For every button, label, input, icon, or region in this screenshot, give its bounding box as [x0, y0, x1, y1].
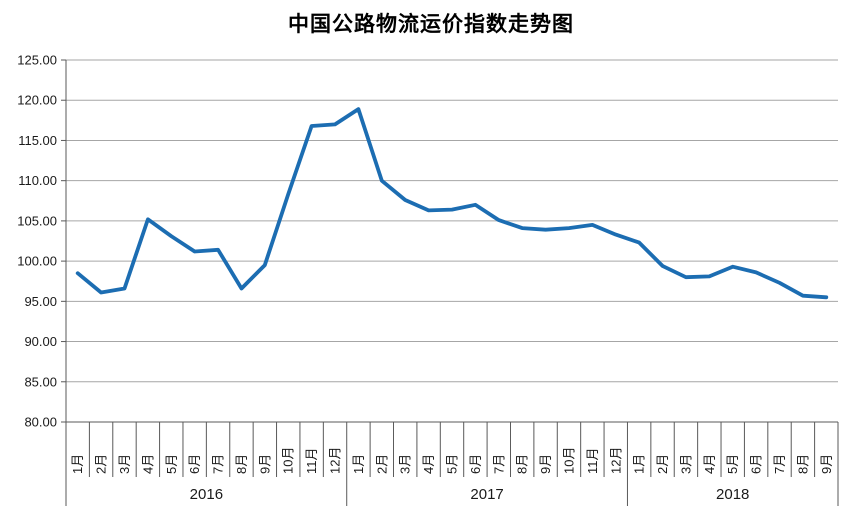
month-label: 7月 — [772, 454, 787, 474]
series-freight-index — [75, 107, 829, 300]
y-tick-label: 105.00 — [17, 213, 57, 228]
series-line — [75, 107, 829, 300]
month-label: 9月 — [538, 454, 553, 474]
month-label: 4月 — [140, 454, 155, 474]
month-label: 4月 — [421, 454, 436, 474]
x-axis-separators — [65, 422, 839, 506]
month-label: 8月 — [515, 454, 530, 474]
month-label: 1月 — [351, 454, 366, 474]
month-label: 8月 — [234, 454, 249, 474]
y-tick-label: 115.00 — [18, 133, 57, 148]
y-tick-label: 125.00 — [17, 53, 57, 68]
month-label: 2月 — [655, 454, 670, 474]
month-label: 2月 — [374, 454, 389, 474]
y-tick-label: 90.00 — [24, 334, 57, 349]
month-label: 9月 — [257, 454, 272, 474]
month-label: 12月 — [608, 447, 623, 474]
y-tick-label: 80.00 — [24, 415, 57, 430]
month-label: 1月 — [70, 454, 85, 474]
year-label: 2016 — [190, 486, 223, 503]
gridlines — [66, 59, 838, 423]
month-label: 7月 — [211, 454, 226, 474]
month-label: 5月 — [445, 454, 460, 474]
y-axis-tick-labels: 125.00 120.00 115.00 110.00 105.00 100.00 95.0… — [17, 53, 57, 430]
month-label: 6月 — [749, 454, 764, 474]
month-label: 10月 — [281, 447, 296, 474]
year-label: 2018 — [716, 486, 749, 503]
chart-title: 中国公路物流运价指数走势图 — [288, 12, 574, 36]
x-axis-year-labels: 2016 2017 2018 — [190, 486, 750, 503]
month-label: 9月 — [819, 454, 834, 474]
month-label: 8月 — [795, 454, 810, 474]
month-label: 5月 — [164, 454, 179, 474]
month-label: 3月 — [117, 454, 132, 474]
y-tick-label: 120.00 — [17, 93, 57, 108]
y-tick-label: 95.00 — [24, 294, 57, 309]
y-tick-label: 100.00 — [17, 254, 57, 269]
y-axis — [61, 59, 67, 423]
month-label: 7月 — [491, 454, 506, 474]
month-label: 3月 — [398, 454, 413, 474]
x-axis-month-labels: 1月 2月 3月 4月 5月 6月 7月 8月 9月 10月 11月 12月 1月 2月 3月 4月 5月 6月 7… — [70, 447, 834, 474]
month-label: 5月 — [725, 454, 740, 474]
month-label: 11月 — [304, 448, 319, 475]
month-label: 11月 — [585, 448, 600, 475]
month-label: 10月 — [561, 447, 576, 474]
month-label: 12月 — [328, 447, 343, 474]
year-label: 2017 — [470, 486, 503, 503]
month-label: 6月 — [187, 454, 202, 474]
y-tick-label: 85.00 — [24, 374, 57, 389]
y-tick-label: 110.00 — [18, 173, 57, 188]
month-label: 4月 — [702, 454, 717, 474]
month-label: 2月 — [94, 454, 109, 474]
month-label: 3月 — [678, 454, 693, 474]
month-label: 1月 — [632, 454, 647, 474]
month-label: 6月 — [468, 454, 483, 474]
